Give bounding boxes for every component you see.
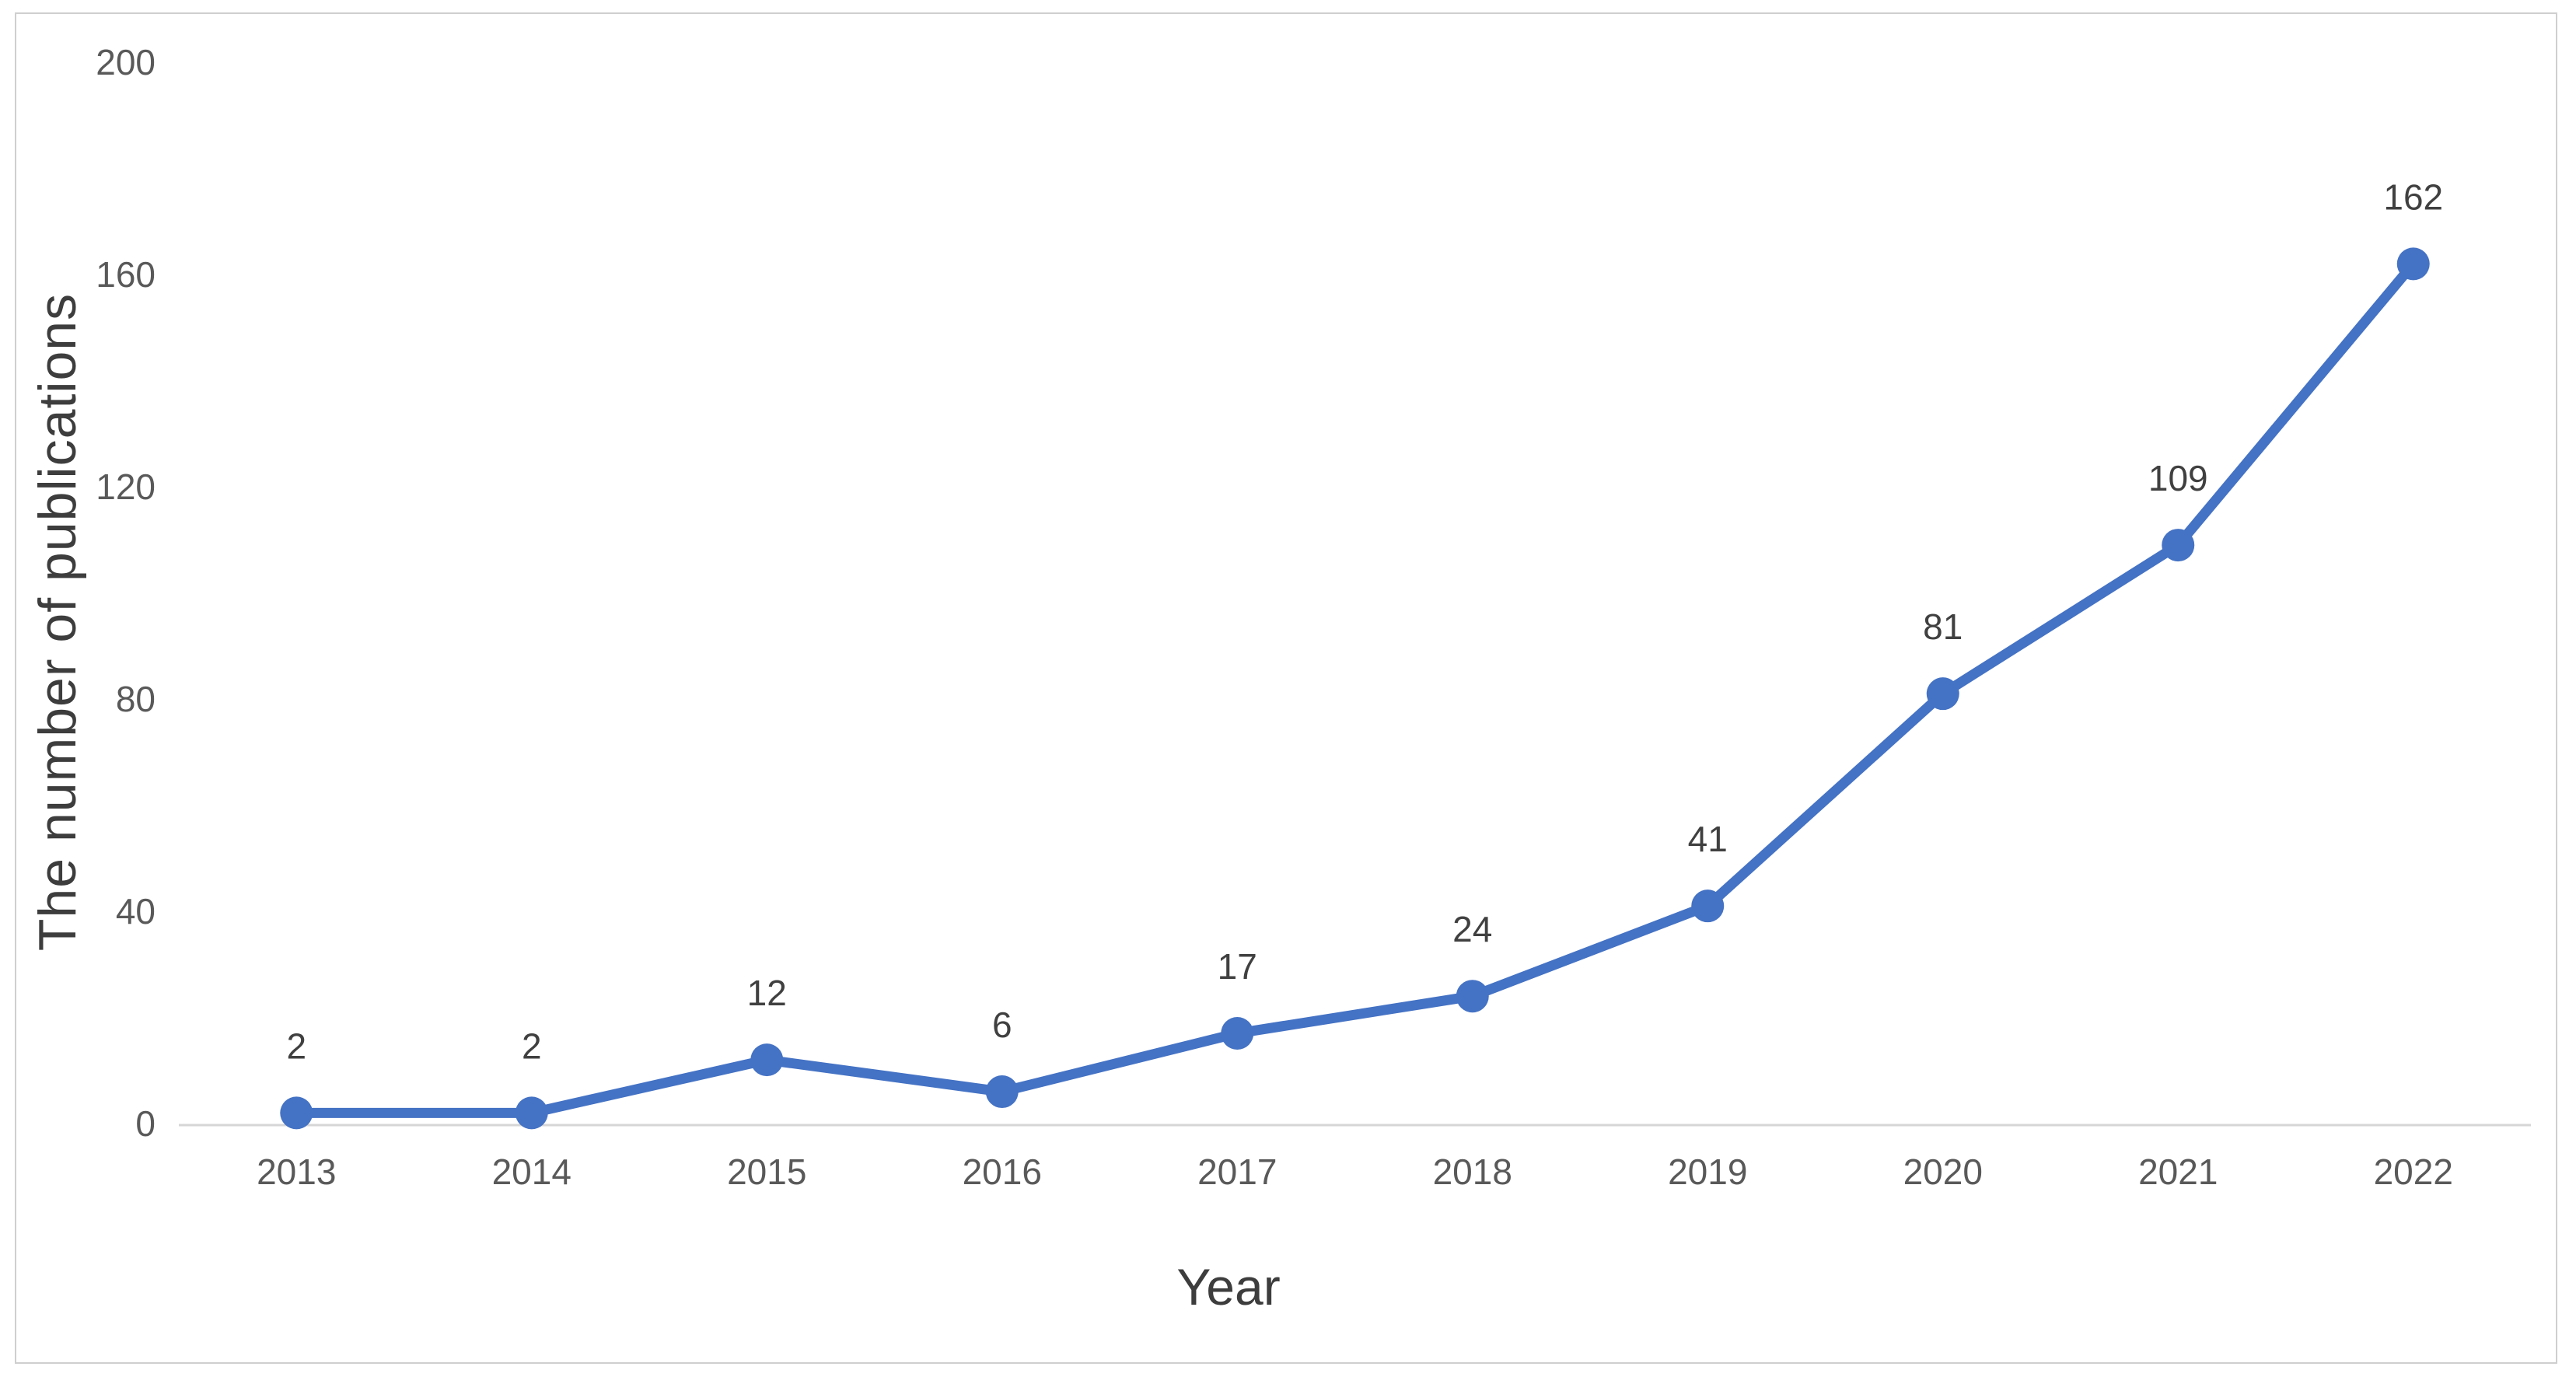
data-point-marker: [985, 1075, 1019, 1109]
y-tick-label: 120: [96, 467, 156, 507]
x-tick-label: 2022: [2374, 1152, 2453, 1192]
x-tick-label: 2020: [1903, 1152, 1983, 1192]
data-point-marker: [1926, 677, 1959, 711]
y-tick-label: 0: [135, 1103, 156, 1144]
data-label: 17: [1218, 946, 1257, 987]
data-point-marker: [750, 1043, 784, 1077]
y-tick-label: 200: [96, 42, 156, 82]
data-label: 41: [1688, 819, 1728, 859]
data-point-marker: [2396, 247, 2430, 281]
x-tick-label: 2019: [1668, 1152, 1747, 1192]
x-tick-label: 2013: [257, 1152, 336, 1192]
data-label: 162: [2383, 176, 2443, 217]
data-label: 81: [1923, 606, 1963, 647]
x-tick-label: 2017: [1197, 1152, 1277, 1192]
x-tick-label: 2018: [1433, 1152, 1512, 1192]
data-label: 2: [286, 1026, 306, 1066]
x-axis-title: Year: [1176, 1258, 1281, 1316]
x-tick-label: 2016: [963, 1152, 1042, 1192]
data-point-marker: [1691, 889, 1725, 923]
x-tick-label: 2021: [2138, 1152, 2218, 1192]
data-label: 109: [2148, 458, 2208, 498]
data-point-marker: [2162, 529, 2195, 562]
y-axis-title: The number of publications: [28, 292, 87, 952]
x-tick-label: 2015: [727, 1152, 806, 1192]
data-point-marker: [1221, 1016, 1254, 1050]
data-label: 2: [522, 1026, 542, 1066]
data-point-marker: [1456, 980, 1489, 1013]
y-tick-label: 80: [116, 679, 156, 719]
data-point-marker: [515, 1096, 548, 1130]
series-line: [291, 258, 2419, 1118]
data-label: 12: [747, 973, 787, 1013]
y-tick-label: 40: [116, 891, 156, 931]
data-label: 6: [992, 1005, 1012, 1045]
data-label: 24: [1452, 909, 1492, 949]
x-tick-label: 2014: [492, 1152, 571, 1192]
data-point-marker: [280, 1096, 313, 1130]
y-tick-label: 160: [96, 254, 156, 295]
